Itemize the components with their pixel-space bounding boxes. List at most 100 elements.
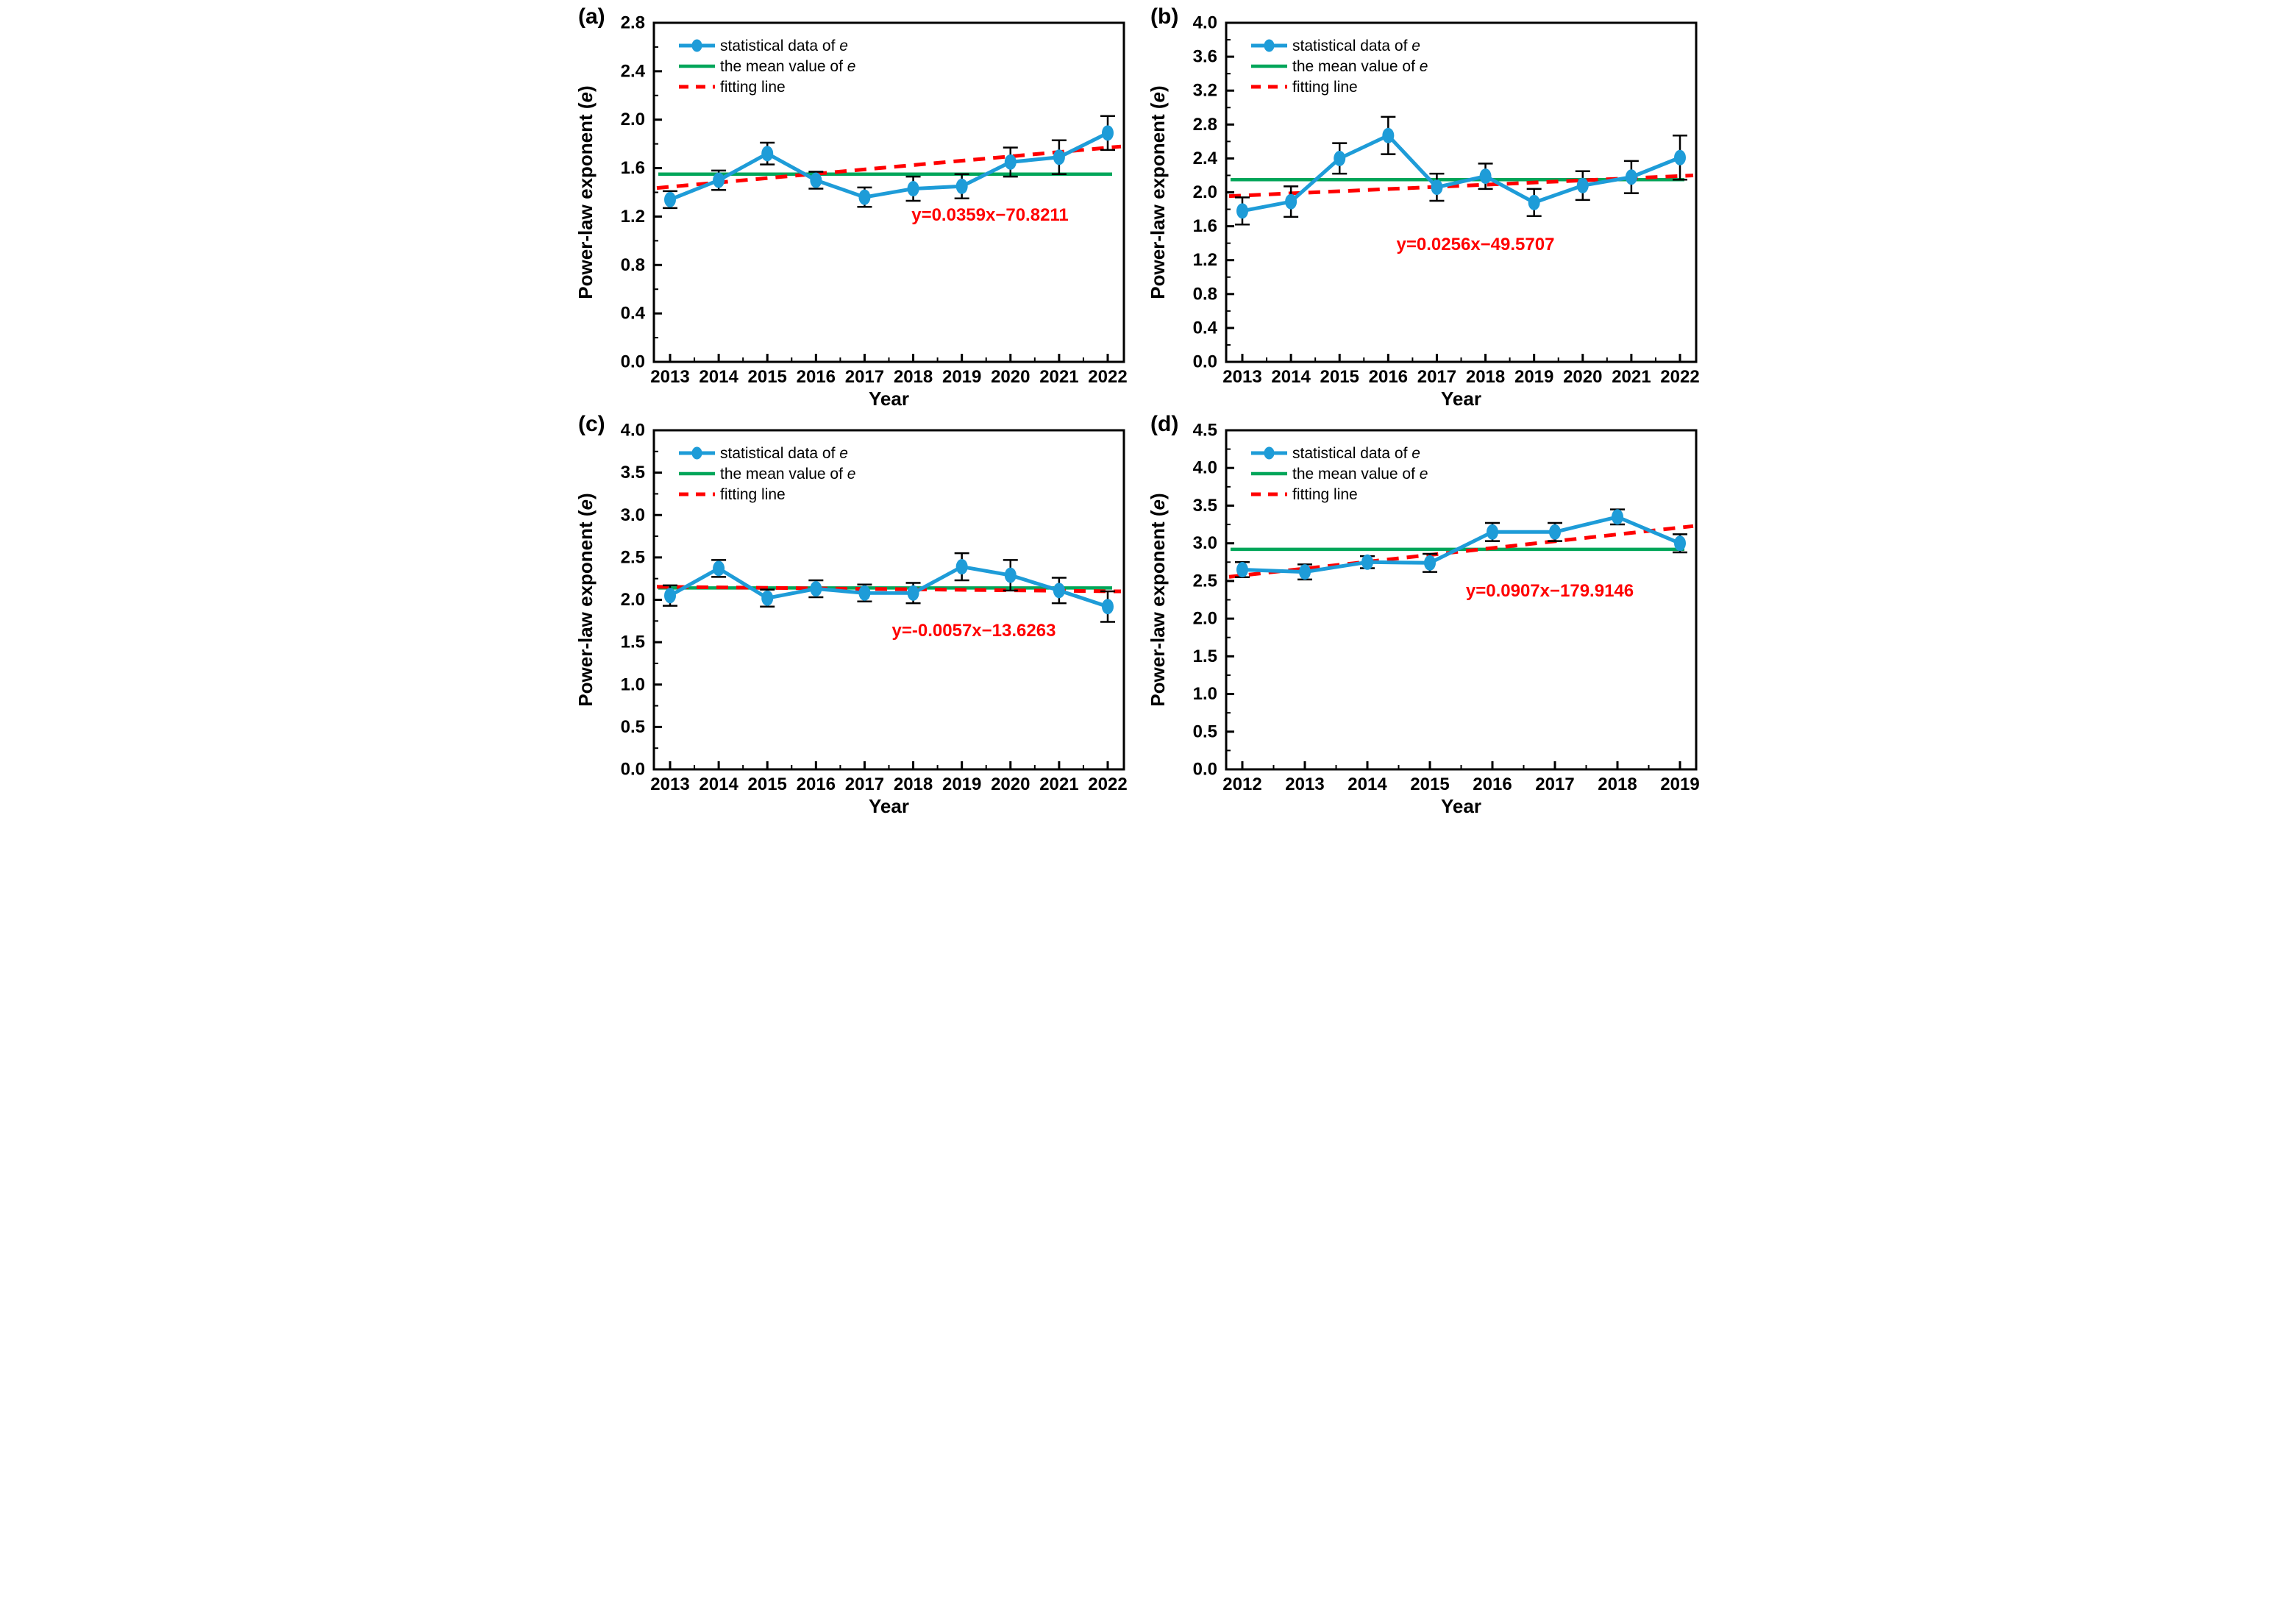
- x-tick-label: 2014: [1348, 774, 1387, 794]
- x-tick-label: 2013: [1222, 367, 1261, 387]
- y-tick-label: 3.2: [1193, 81, 1217, 101]
- legend: statistical data of e the mean value of e…: [1251, 38, 1428, 96]
- x-tick-label: 2015: [748, 774, 787, 794]
- y-tick-label: 0.0: [621, 760, 645, 780]
- y-tick-label: 4.0: [1193, 458, 1217, 478]
- x-tick-label: 2020: [991, 367, 1030, 387]
- chart-b: 0.0 0.4 0.8 1.2 1.6 2.0 2.4 2.8 3.2 3.6 4.0 2013 201…: [1147, 4, 1700, 408]
- x-tick-label: 2019: [1660, 774, 1699, 794]
- legend: statistical data of e the mean value of e…: [1251, 445, 1428, 503]
- x-tick-label: 2012: [1222, 774, 1261, 794]
- y-tick-label: 3.6: [1193, 47, 1217, 67]
- data-line: [669, 131, 1109, 202]
- x-tick-label: 2016: [797, 774, 836, 794]
- chart-a: 0.0 0.4 0.8 1.2 1.6 2.0 2.4 2.8 2013 2014 2015 2016…: [574, 4, 1128, 408]
- data-markers: [664, 125, 1114, 207]
- y-tick-label: 1.0: [621, 674, 645, 694]
- x-tick-label: 2014: [699, 774, 738, 794]
- y-tick-label: 2.0: [621, 110, 645, 129]
- panel-a: 0.0 0.4 0.8 1.2 1.6 2.0 2.4 2.8 2013 2014 2015 2016…: [572, 0, 1144, 407]
- y-tick-label: 3.0: [1193, 533, 1217, 553]
- y-axis-label: Power-law exponent (e): [1147, 85, 1169, 299]
- x-tick-label: 2017: [845, 774, 884, 794]
- y-tick-label: 1.5: [621, 633, 645, 652]
- y-tick-label: 4.5: [1193, 421, 1217, 441]
- legend-label: statistical data of e: [1292, 445, 1420, 462]
- x-axis-label: Year: [1441, 388, 1481, 407]
- x-tick-label: 2022: [1088, 774, 1127, 794]
- panel-c: 0.0 0.5 1.0 1.5 2.0 2.5 3.0 3.5 4.0 2013 2014 2015 2…: [572, 407, 1144, 815]
- data-markers: [1236, 127, 1686, 219]
- legend-label: the mean value of e: [1292, 466, 1428, 482]
- axes-a: 0.0 0.4 0.8 1.2 1.6 2.0 2.4 2.8 2013 2014 2015 2016…: [621, 13, 1128, 408]
- y-tick-label: 0.4: [1193, 318, 1218, 338]
- x-tick-label: 2022: [1660, 367, 1699, 387]
- fit-equation: y=0.0256x−49.5707: [1397, 235, 1555, 254]
- panel-label-d: (d): [1150, 412, 1178, 436]
- y-tick-label: 1.5: [1193, 647, 1217, 666]
- chart-d: 0.0 0.5 1.0 1.5 2.0 2.5 3.0 3.5 4.0 4.5 2012 2013 20…: [1147, 412, 1700, 815]
- y-tick-label: 1.6: [621, 158, 645, 178]
- x-tick-label: 2021: [1612, 367, 1651, 387]
- legend-label: statistical data of e: [1292, 38, 1420, 54]
- y-axis-label: Power-law exponent (e): [574, 493, 597, 706]
- panel-label-c: (c): [578, 412, 605, 436]
- x-tick-label: 2018: [1598, 774, 1637, 794]
- y-tick-label: 0.0: [621, 352, 645, 372]
- x-tick-label: 2018: [1466, 367, 1505, 387]
- fitting-line: [656, 144, 1122, 190]
- x-tick-label: 2018: [894, 774, 933, 794]
- x-tick-label: 2015: [748, 367, 787, 387]
- x-tick-label: 2019: [942, 774, 981, 794]
- x-tick-label: 2020: [1563, 367, 1602, 387]
- legend-marker-icon: [691, 39, 702, 52]
- x-tick-label: 2022: [1088, 367, 1127, 387]
- x-tick-label: 2016: [1369, 367, 1408, 387]
- y-tick-label: 2.5: [621, 547, 645, 567]
- y-tick-label: 4.0: [621, 421, 645, 441]
- y-tick-label: 1.2: [621, 207, 645, 227]
- panel-label-b: (b): [1150, 4, 1178, 29]
- legend-label: fitting line: [720, 486, 786, 503]
- x-tick-label: 2019: [942, 367, 981, 387]
- y-tick-label: 0.0: [1193, 760, 1217, 780]
- legend: statistical data of e the mean value of e…: [679, 38, 855, 96]
- panel-d: 0.0 0.5 1.0 1.5 2.0 2.5 3.0 3.5 4.0 4.5 2012 2013 20…: [1144, 407, 1717, 815]
- legend-label: the mean value of e: [720, 466, 855, 482]
- x-tick-label: 2017: [1417, 367, 1456, 387]
- x-tick-label: 2015: [1320, 367, 1359, 387]
- y-tick-label: 1.6: [1193, 216, 1217, 236]
- x-tick-label: 2014: [699, 367, 738, 387]
- legend-marker-icon: [691, 446, 702, 460]
- y-tick-label: 3.5: [1193, 496, 1217, 516]
- y-tick-label: 0.8: [1193, 284, 1217, 304]
- axes-b: 0.0 0.4 0.8 1.2 1.6 2.0 2.4 2.8 3.2 3.6 4.0 2013 201…: [1193, 13, 1700, 408]
- legend: statistical data of e the mean value of e…: [679, 445, 855, 503]
- y-tick-label: 0.4: [621, 304, 646, 324]
- data-line: [1242, 515, 1681, 574]
- x-tick-label: 2021: [1039, 367, 1078, 387]
- legend-label: statistical data of e: [720, 445, 848, 462]
- x-axis-label: Year: [1441, 795, 1481, 815]
- y-tick-label: 0.0: [1193, 352, 1217, 372]
- fit-equation: y=0.0359x−70.8211: [911, 205, 1069, 225]
- y-tick-label: 0.5: [621, 717, 645, 737]
- y-tick-label: 2.0: [1193, 609, 1217, 629]
- x-tick-label: 2015: [1410, 774, 1449, 794]
- x-tick-label: 2014: [1271, 367, 1311, 387]
- y-tick-label: 2.0: [621, 590, 645, 610]
- legend-label: the mean value of e: [720, 58, 855, 75]
- x-axis-label: Year: [869, 795, 909, 815]
- y-tick-label: 4.0: [1193, 13, 1217, 33]
- x-tick-label: 2013: [1285, 774, 1324, 794]
- axes-c: 0.0 0.5 1.0 1.5 2.0 2.5 3.0 3.5 4.0 2013 2014 2015 2…: [621, 421, 1128, 816]
- y-tick-label: 2.0: [1193, 182, 1217, 202]
- legend-label: the mean value of e: [1292, 58, 1428, 75]
- chart-c: 0.0 0.5 1.0 1.5 2.0 2.5 3.0 3.5 4.0 2013 2014 2015 2…: [574, 412, 1128, 816]
- legend-marker-icon: [1264, 39, 1275, 52]
- legend-label: fitting line: [1292, 79, 1358, 96]
- legend-marker-icon: [1264, 446, 1275, 460]
- x-tick-label: 2017: [845, 367, 884, 387]
- x-tick-label: 2016: [797, 367, 836, 387]
- x-tick-label: 2013: [650, 367, 689, 387]
